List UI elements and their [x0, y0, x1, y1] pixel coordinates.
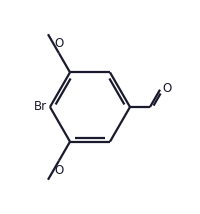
Text: O: O [54, 37, 64, 50]
Text: O: O [54, 164, 64, 177]
Text: O: O [162, 82, 172, 95]
Text: Br: Br [34, 101, 47, 113]
